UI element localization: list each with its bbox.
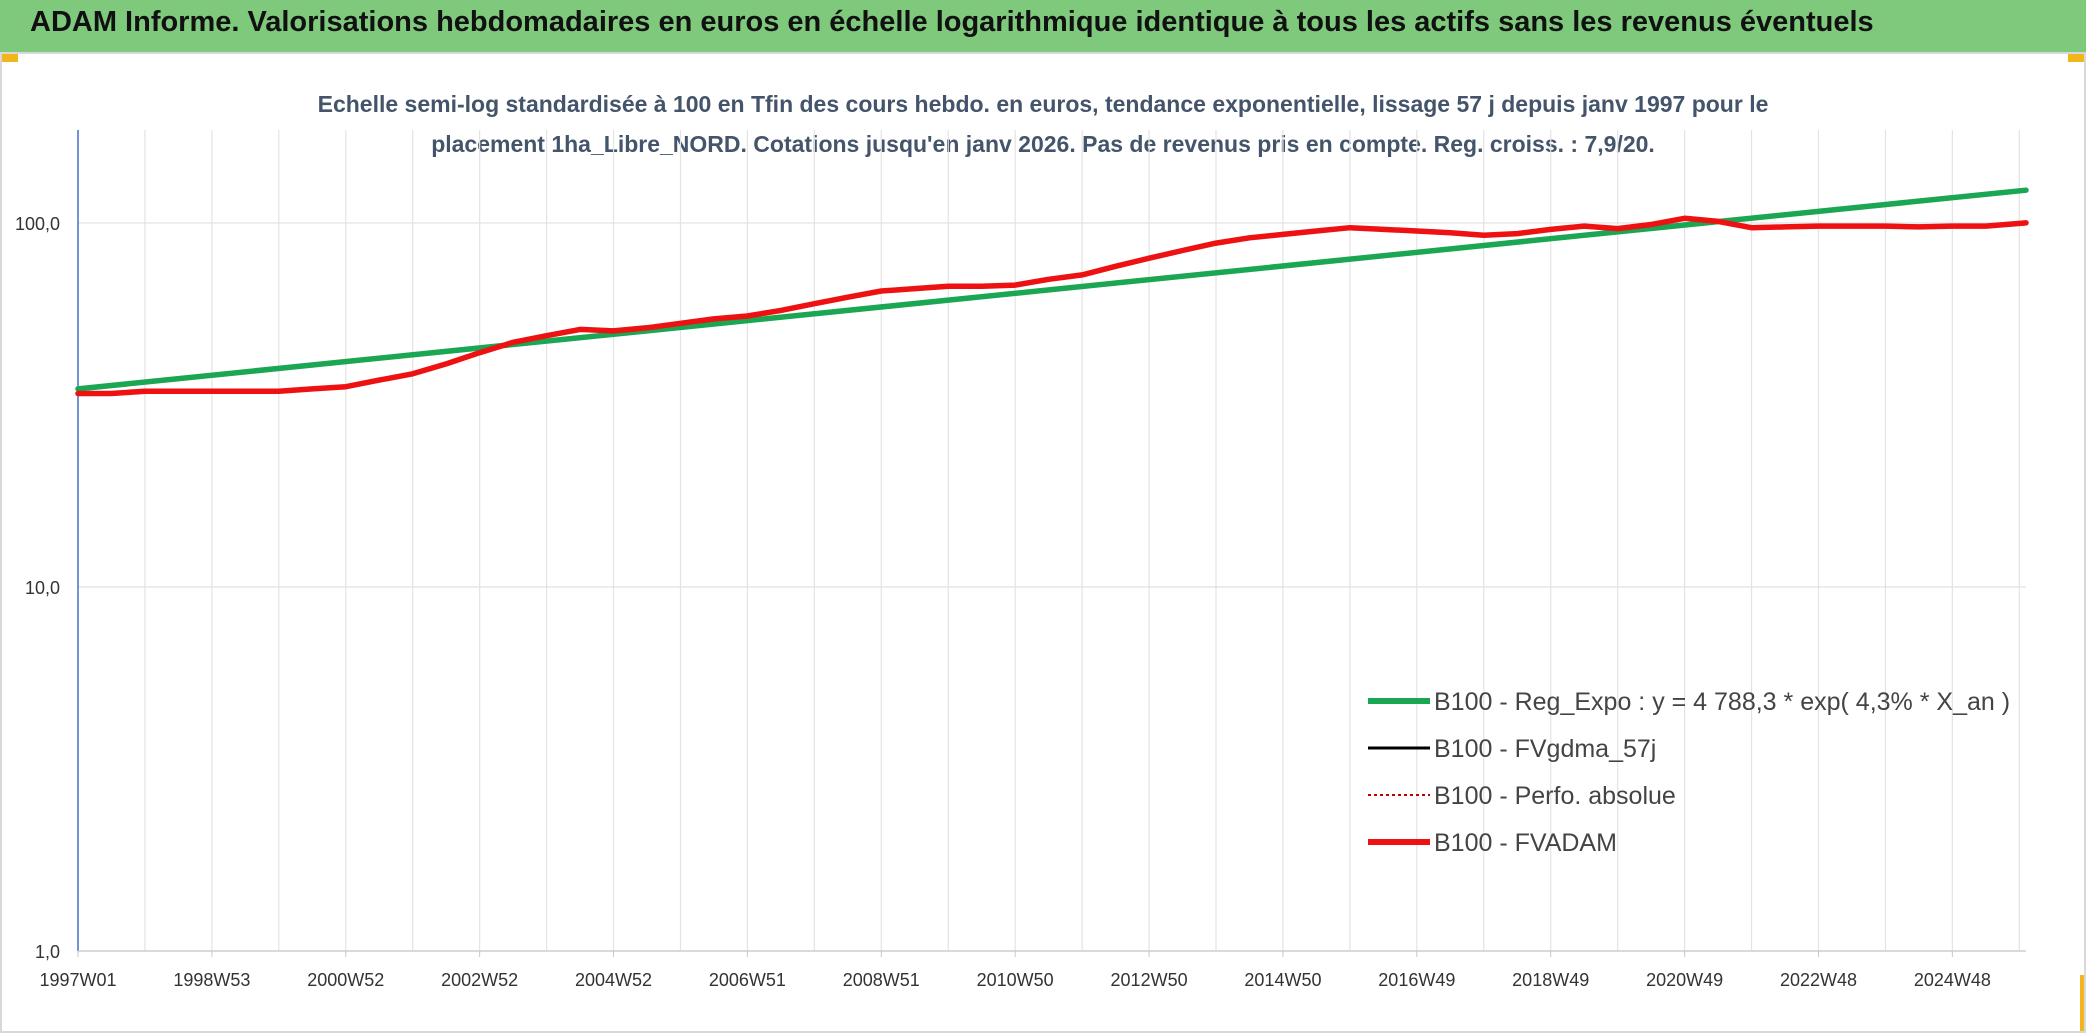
x-tick-label: 2006W51	[709, 970, 786, 990]
x-tick-label: 1997W01	[39, 970, 116, 990]
chart-subtitle-line-1: Echelle semi-log standardisée à 100 en T…	[318, 91, 1769, 117]
header-band: ADAM Informe. Valorisations hebdomadaire…	[0, 0, 2086, 52]
x-tick-label: 2002W52	[441, 970, 518, 990]
y-tick-label: 10,0	[25, 578, 60, 598]
corner-marker-top-right	[2068, 52, 2086, 62]
corner-marker-top-left	[0, 52, 18, 62]
x-tick-label: 2014W50	[1244, 970, 1321, 990]
series-line-3	[75, 215, 2029, 397]
x-tick-label: 2020W49	[1646, 970, 1723, 990]
axes: 1,0 10,0 100,0 1997W01 1998W53 2000W52 2002W52…	[15, 130, 2026, 990]
y-tick-label: 1,0	[35, 942, 60, 962]
x-tick-label: 2018W49	[1512, 970, 1589, 990]
series-line-0	[75, 187, 2029, 392]
legend: B100 - Reg_Expo : y = 4 788,3 * exp( 4,3…	[1368, 688, 2010, 857]
legend-label: B100 - FVADAM	[1434, 829, 1617, 857]
x-tick-label: 2022W48	[1780, 970, 1857, 990]
x-tick-label: 2012W50	[1111, 970, 1188, 990]
x-tick-label: 2008W51	[843, 970, 920, 990]
x-tick-label: 2004W52	[575, 970, 652, 990]
legend-label: B100 - Perfo. absolue	[1434, 782, 1676, 810]
x-tick-label: 2000W52	[307, 970, 384, 990]
chart-subtitle-line-2: placement 1ha_Libre_NORD. Cotations jusq…	[431, 131, 1655, 157]
legend-label: B100 - FVgdma_57j	[1434, 735, 1656, 763]
page-title: ADAM Informe. Valorisations hebdomadaire…	[30, 6, 1874, 38]
y-tick-label: 100,0	[15, 214, 60, 234]
chart-frame	[0, 52, 2086, 1033]
legend-label: B100 - Reg_Expo : y = 4 788,3 * exp( 4,3…	[1434, 688, 2010, 716]
grid	[77, 130, 2026, 952]
x-tick-label: 2024W48	[1914, 970, 1991, 990]
corner-marker-bottom-right	[2080, 975, 2086, 1033]
x-tick-label: 2016W49	[1378, 970, 1455, 990]
x-tick-label: 2010W50	[977, 970, 1054, 990]
series-layer	[75, 187, 2029, 397]
x-tick-label: 1998W53	[173, 970, 250, 990]
